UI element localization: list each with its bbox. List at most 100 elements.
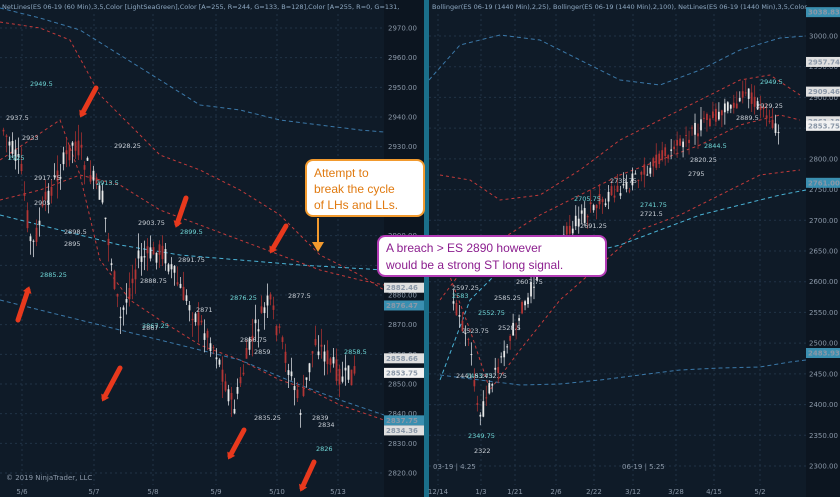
right-candle-body (607, 191, 610, 202)
left-candle-body (215, 357, 218, 360)
right-x-axis-ticks: 12/14 1/3 1/21 2/6 2/22 3/12 3/28 4/15 5/2 (428, 488, 766, 496)
right-price-tags: 3038.832957.742909.462861.182853.752761.… (806, 7, 840, 359)
right-candle-body (652, 158, 655, 167)
left-candle-body (254, 319, 257, 324)
right-candle-body (589, 202, 592, 205)
right-y-tick-label: 2550.00 (809, 309, 838, 317)
right-chart-label: 2691.25 (580, 222, 607, 230)
left-candle-body (203, 333, 206, 340)
right-candle-body (506, 346, 509, 348)
right-candle-body (601, 199, 604, 202)
left-candle-body (305, 377, 308, 380)
right-x-tick-label: 4/15 (706, 488, 722, 496)
right-candle-body (714, 108, 717, 122)
right-candle-body (527, 297, 529, 305)
right-candle-body (488, 383, 491, 394)
right-candle-body (759, 105, 762, 110)
left-candle-body (266, 295, 269, 306)
left-candle-body (50, 186, 53, 196)
left-candlesticks (2, 124, 356, 428)
right-x-tick-label: 1/21 (507, 488, 523, 496)
right-candle-body (685, 135, 687, 137)
right-candle-body (494, 367, 497, 370)
right-candle-body (503, 350, 506, 358)
right-candle-body (771, 119, 774, 128)
left-x-axis-ticks: 5/6 5/7 5/8 5/9 5/10 5/13 (16, 488, 346, 496)
right-panel-header: Bollinger(ES 06-19 (1440 Min),2,25), Bol… (432, 3, 807, 11)
right-upper-bollinger (439, 74, 801, 201)
right-chart-label: 2523.75 (462, 327, 489, 335)
right-candle-body (717, 111, 720, 120)
right-price-axis[interactable] (806, 0, 840, 497)
left-candle-body (26, 210, 29, 229)
right-candle-body (616, 185, 619, 192)
right-x-tick-label: 5/2 (754, 488, 765, 496)
right-y-tick-label: 2750.00 (809, 186, 838, 194)
right-chart-label: 2733.75 (610, 177, 637, 185)
left-candle-body (101, 190, 104, 203)
left-candle-body (23, 193, 26, 196)
left-candle-body (326, 350, 329, 365)
right-candle-body (613, 195, 616, 198)
left-candle-body (209, 343, 212, 352)
left-candle-body (89, 175, 92, 182)
right-candle-body (479, 414, 482, 417)
right-candle-body (720, 110, 723, 116)
left-candle-body (47, 190, 50, 205)
right-candle-body (768, 120, 771, 122)
right-candle-body (536, 273, 538, 281)
left-candle-body (158, 244, 161, 255)
left-chart-label: 2867 (142, 324, 159, 332)
left-chart-labels: 2949.5 2937.5 2933 2925 2917.75 2928.25 2913.5… (6, 80, 367, 453)
right-candle-body (658, 153, 661, 165)
left-candle-body (179, 283, 182, 288)
right-chart-label: 2721.5 (640, 210, 663, 218)
right-candle-body (732, 102, 735, 108)
right-candle-body (709, 118, 711, 127)
left-candle-body (170, 264, 173, 270)
left-candle-body (11, 141, 14, 154)
right-candle-body (741, 91, 744, 98)
right-candle-body (464, 333, 467, 335)
left-candle-body (212, 347, 215, 349)
right-candle-body (518, 318, 520, 321)
left-x-tick-label: 5/7 (88, 488, 99, 496)
left-candle-body (230, 393, 233, 400)
right-candle-body (604, 203, 607, 206)
price-tag-label: 2853.75 (808, 122, 840, 130)
right-y-axis-ticks: 3000.002950.002900.002850.002800.002750.… (809, 33, 838, 471)
orange-callout-line-2: break the cycle (314, 182, 395, 196)
left-candle-body (302, 388, 305, 396)
right-candle-body (673, 146, 676, 150)
right-candle-body (640, 171, 643, 175)
price-tag-label: 2909.46 (808, 88, 840, 96)
copyright-left: © 2019 NinjaTrader, LLC (6, 474, 92, 482)
left-chart-label: 2913.5 (96, 179, 119, 187)
left-candle-body (2, 129, 5, 132)
left-candle-body (125, 299, 128, 303)
left-candle-body (65, 150, 68, 155)
left-candle-body (98, 185, 101, 200)
right-candle-body (568, 225, 571, 234)
left-candle-body (311, 351, 314, 354)
right-candle-body (565, 226, 568, 235)
right-chart-label: 2349.75 (468, 432, 495, 440)
right-x-tick-label: 2/6 (550, 488, 562, 496)
right-candle-body (726, 102, 729, 111)
right-chart-label: 2585.25 (494, 294, 521, 302)
left-candle-body (206, 330, 209, 338)
left-chart-label: 2835.25 (254, 414, 281, 422)
left-y-tick-label: 2960.00 (388, 54, 417, 62)
red-arrow-shaft (227, 427, 247, 459)
price-tag-label: 2882.46 (386, 284, 418, 292)
right-candle-body (756, 101, 759, 110)
left-candle-body (95, 177, 98, 184)
left-candle-body (188, 305, 191, 311)
price-tag-box (384, 367, 424, 378)
left-candle-body (119, 316, 122, 319)
orange-callout: Attempt to break the cycle of LHs and LL… (305, 159, 425, 252)
left-candle-body (191, 318, 194, 321)
left-candle-body (347, 365, 350, 380)
left-candle-body (86, 157, 89, 161)
